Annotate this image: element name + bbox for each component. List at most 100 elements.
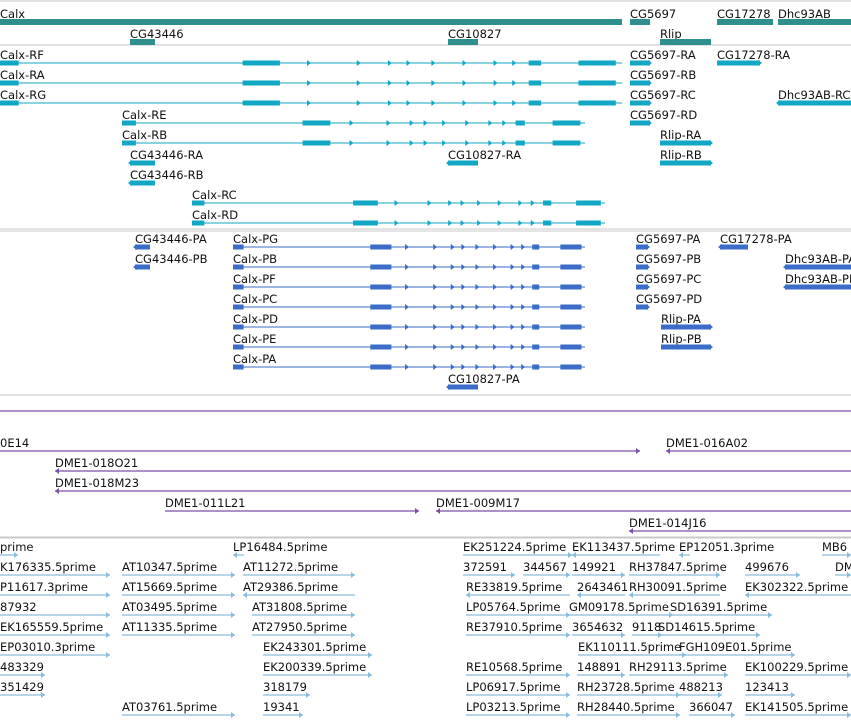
transcripts-feature[interactable]: CG43446-RB — [128, 168, 204, 186]
ests-feature[interactable]: FGH109E01.5prime — [679, 640, 795, 658]
transcripts-feature[interactable]: Rlip-RA — [660, 128, 713, 146]
transcripts-feature[interactable]: Dhc93AB-RC — [776, 88, 851, 106]
ests-feature[interactable]: LP16484.5prime — [233, 540, 327, 558]
ests-feature[interactable]: 9118 — [632, 620, 662, 638]
ests-feature[interactable]: EK302322.5prime — [745, 580, 851, 598]
proteins-feature[interactable]: CG17278-PA — [718, 232, 792, 250]
ests-feature[interactable]: 351429 — [0, 680, 45, 698]
transcripts-feature[interactable]: Calx-RD — [192, 208, 605, 226]
ests-feature[interactable]: RH37847.5prime — [629, 560, 727, 578]
proteins-feature[interactable]: CG43446-PB — [133, 252, 208, 270]
ests-feature[interactable]: P11617.3prime — [0, 580, 110, 598]
ests-feature[interactable]: 499676 — [745, 560, 800, 578]
ests-feature[interactable]: DM — [835, 560, 851, 578]
transcripts-feature[interactable]: Rlip-RB — [660, 148, 713, 166]
transcripts-feature[interactable]: CG5697-RD — [630, 108, 697, 126]
ests-feature[interactable]: LP03213.5prime — [466, 700, 570, 718]
ests-feature[interactable]: RE37910.5prime — [466, 620, 570, 638]
clones-feature[interactable]: DME1-009M17 — [436, 496, 851, 514]
clones-feature[interactable]: DME1-018O21 — [55, 456, 851, 474]
ests-feature[interactable]: EK110111.5prime — [578, 640, 686, 658]
proteins-feature[interactable]: Calx-PD — [233, 312, 585, 330]
transcripts-feature[interactable]: Calx-RE — [122, 108, 585, 126]
proteins-feature[interactable]: CG43446-PA — [133, 232, 207, 250]
proteins-feature[interactable]: Calx-PF — [233, 272, 585, 290]
ests-feature[interactable]: AT10347.5prime — [122, 560, 235, 578]
transcripts-feature[interactable]: CG5697-RC — [630, 88, 696, 106]
transcripts-feature[interactable]: CG5697-RA — [630, 48, 696, 66]
ests-feature[interactable]: EK113437.5prime — [572, 540, 675, 558]
ests-feature[interactable]: EK251224.5prime — [463, 540, 572, 558]
clones-feature[interactable]: 0E14 — [0, 436, 640, 454]
proteins-feature[interactable]: Rlip-PB — [661, 332, 713, 350]
ests-feature[interactable]: RH29113.5prime — [629, 660, 728, 678]
ests-feature[interactable]: AT03495.5prime — [122, 600, 235, 618]
proteins-feature[interactable]: CG5697-PB — [636, 252, 701, 270]
ests-feature[interactable]: 149921 — [572, 560, 625, 578]
transcripts-feature[interactable]: Calx-RF — [0, 48, 622, 66]
ests-feature[interactable]: SD16391.5prime — [670, 600, 772, 618]
proteins-feature[interactable]: Calx-PB — [233, 252, 585, 270]
genes-feature[interactable]: CG5697 — [630, 7, 676, 25]
transcripts-feature[interactable]: Calx-RG — [0, 88, 622, 106]
transcripts-feature[interactable]: CG43446-RA — [128, 148, 203, 166]
ests-feature[interactable]: AT03761.5prime — [122, 700, 235, 718]
ests-feature[interactable]: RE10568.5prime — [466, 660, 570, 678]
proteins-feature[interactable]: Calx-PA — [233, 352, 585, 370]
proteins-feature[interactable]: Dhc93AB-PA — [783, 252, 851, 270]
ests-feature[interactable]: RH28440.5prime — [577, 700, 680, 718]
ests-feature[interactable]: 483329 — [0, 660, 45, 678]
ests-feature[interactable]: EK100229.5prime — [745, 660, 851, 678]
ests-feature[interactable]: EP12051.3prime — [679, 540, 774, 558]
ests-feature[interactable]: EK200339.5prime — [263, 660, 372, 678]
clones-feature[interactable]: DME1-016A02 — [666, 436, 851, 454]
ests-feature[interactable]: 318179 — [263, 680, 310, 698]
ests-feature[interactable]: RH30091.5prime — [629, 580, 727, 598]
ests-feature[interactable]: LP05764.5prime — [466, 600, 570, 618]
ests-feature[interactable]: 19341 — [263, 700, 303, 718]
ests-feature[interactable]: RH23728.5prime — [577, 680, 680, 698]
ests-feature[interactable]: 372591 — [463, 560, 515, 578]
proteins-feature[interactable]: Calx-PG — [233, 232, 585, 250]
ests-feature[interactable]: EK141505.5prime — [745, 700, 851, 718]
ests-feature[interactable]: AT29386.5prime — [243, 580, 355, 598]
ests-feature[interactable]: 344567 — [523, 560, 570, 578]
ests-feature[interactable]: EP03010.3prime — [0, 640, 110, 658]
genes-feature[interactable]: Calx — [0, 7, 622, 25]
proteins-feature[interactable]: Dhc93AB-PB — [783, 272, 851, 290]
ests-feature[interactable]: RE33819.5prime — [466, 580, 570, 598]
proteins-feature[interactable]: Calx-PC — [233, 292, 585, 310]
ests-feature[interactable]: LP06917.5prime — [466, 680, 570, 698]
proteins-feature[interactable]: CG5697-PD — [636, 292, 702, 310]
genes-feature[interactable]: Rlip — [660, 27, 711, 45]
ests-feature[interactable]: AT11272.5prime — [243, 560, 355, 578]
proteins-feature[interactable]: CG10827-PA — [446, 372, 520, 390]
ests-feature[interactable]: 2643461 — [577, 580, 628, 598]
transcripts-feature[interactable]: Calx-RB — [122, 128, 585, 146]
clones-feature[interactable]: DME1-014J16 — [629, 516, 851, 534]
transcripts-feature[interactable]: CG5697-RB — [630, 68, 696, 86]
ests-feature[interactable]: 123413 — [745, 680, 795, 698]
genes-feature[interactable]: CG43446 — [130, 27, 184, 45]
clones-feature[interactable]: DME1-018M23 — [55, 476, 851, 494]
genes-feature[interactable]: CG10827 — [448, 27, 502, 45]
proteins-feature[interactable]: CG5697-PA — [636, 232, 701, 250]
ests-feature[interactable]: 148891 — [577, 660, 625, 678]
ests-feature[interactable]: 87932 — [0, 600, 110, 618]
ests-feature[interactable]: 3654632 — [572, 620, 625, 638]
clones-feature[interactable]: DME1-011L21 — [165, 496, 419, 514]
ests-feature[interactable]: GM09178.5prime — [569, 600, 673, 618]
ests-feature[interactable]: MB6 — [822, 540, 851, 558]
genes-feature[interactable]: Dhc93AB — [778, 7, 851, 25]
ests-feature[interactable]: EK243301.5prime — [263, 640, 372, 658]
transcripts-feature[interactable]: CG10827-RA — [446, 148, 521, 166]
transcripts-feature[interactable]: CG17278-RA — [717, 48, 790, 66]
ests-feature[interactable]: SD14615.5prime — [658, 620, 760, 638]
transcripts-feature[interactable]: Calx-RA — [0, 68, 622, 86]
ests-feature[interactable]: K176335.5prime — [0, 560, 110, 578]
ests-feature[interactable]: 488213 — [679, 680, 723, 698]
ests-feature[interactable]: AT27950.5prime — [252, 620, 355, 638]
proteins-feature[interactable]: CG5697-PC — [636, 272, 701, 290]
ests-feature[interactable]: 366047 — [689, 700, 735, 718]
ests-feature[interactable]: EK165559.5prime — [0, 620, 110, 638]
